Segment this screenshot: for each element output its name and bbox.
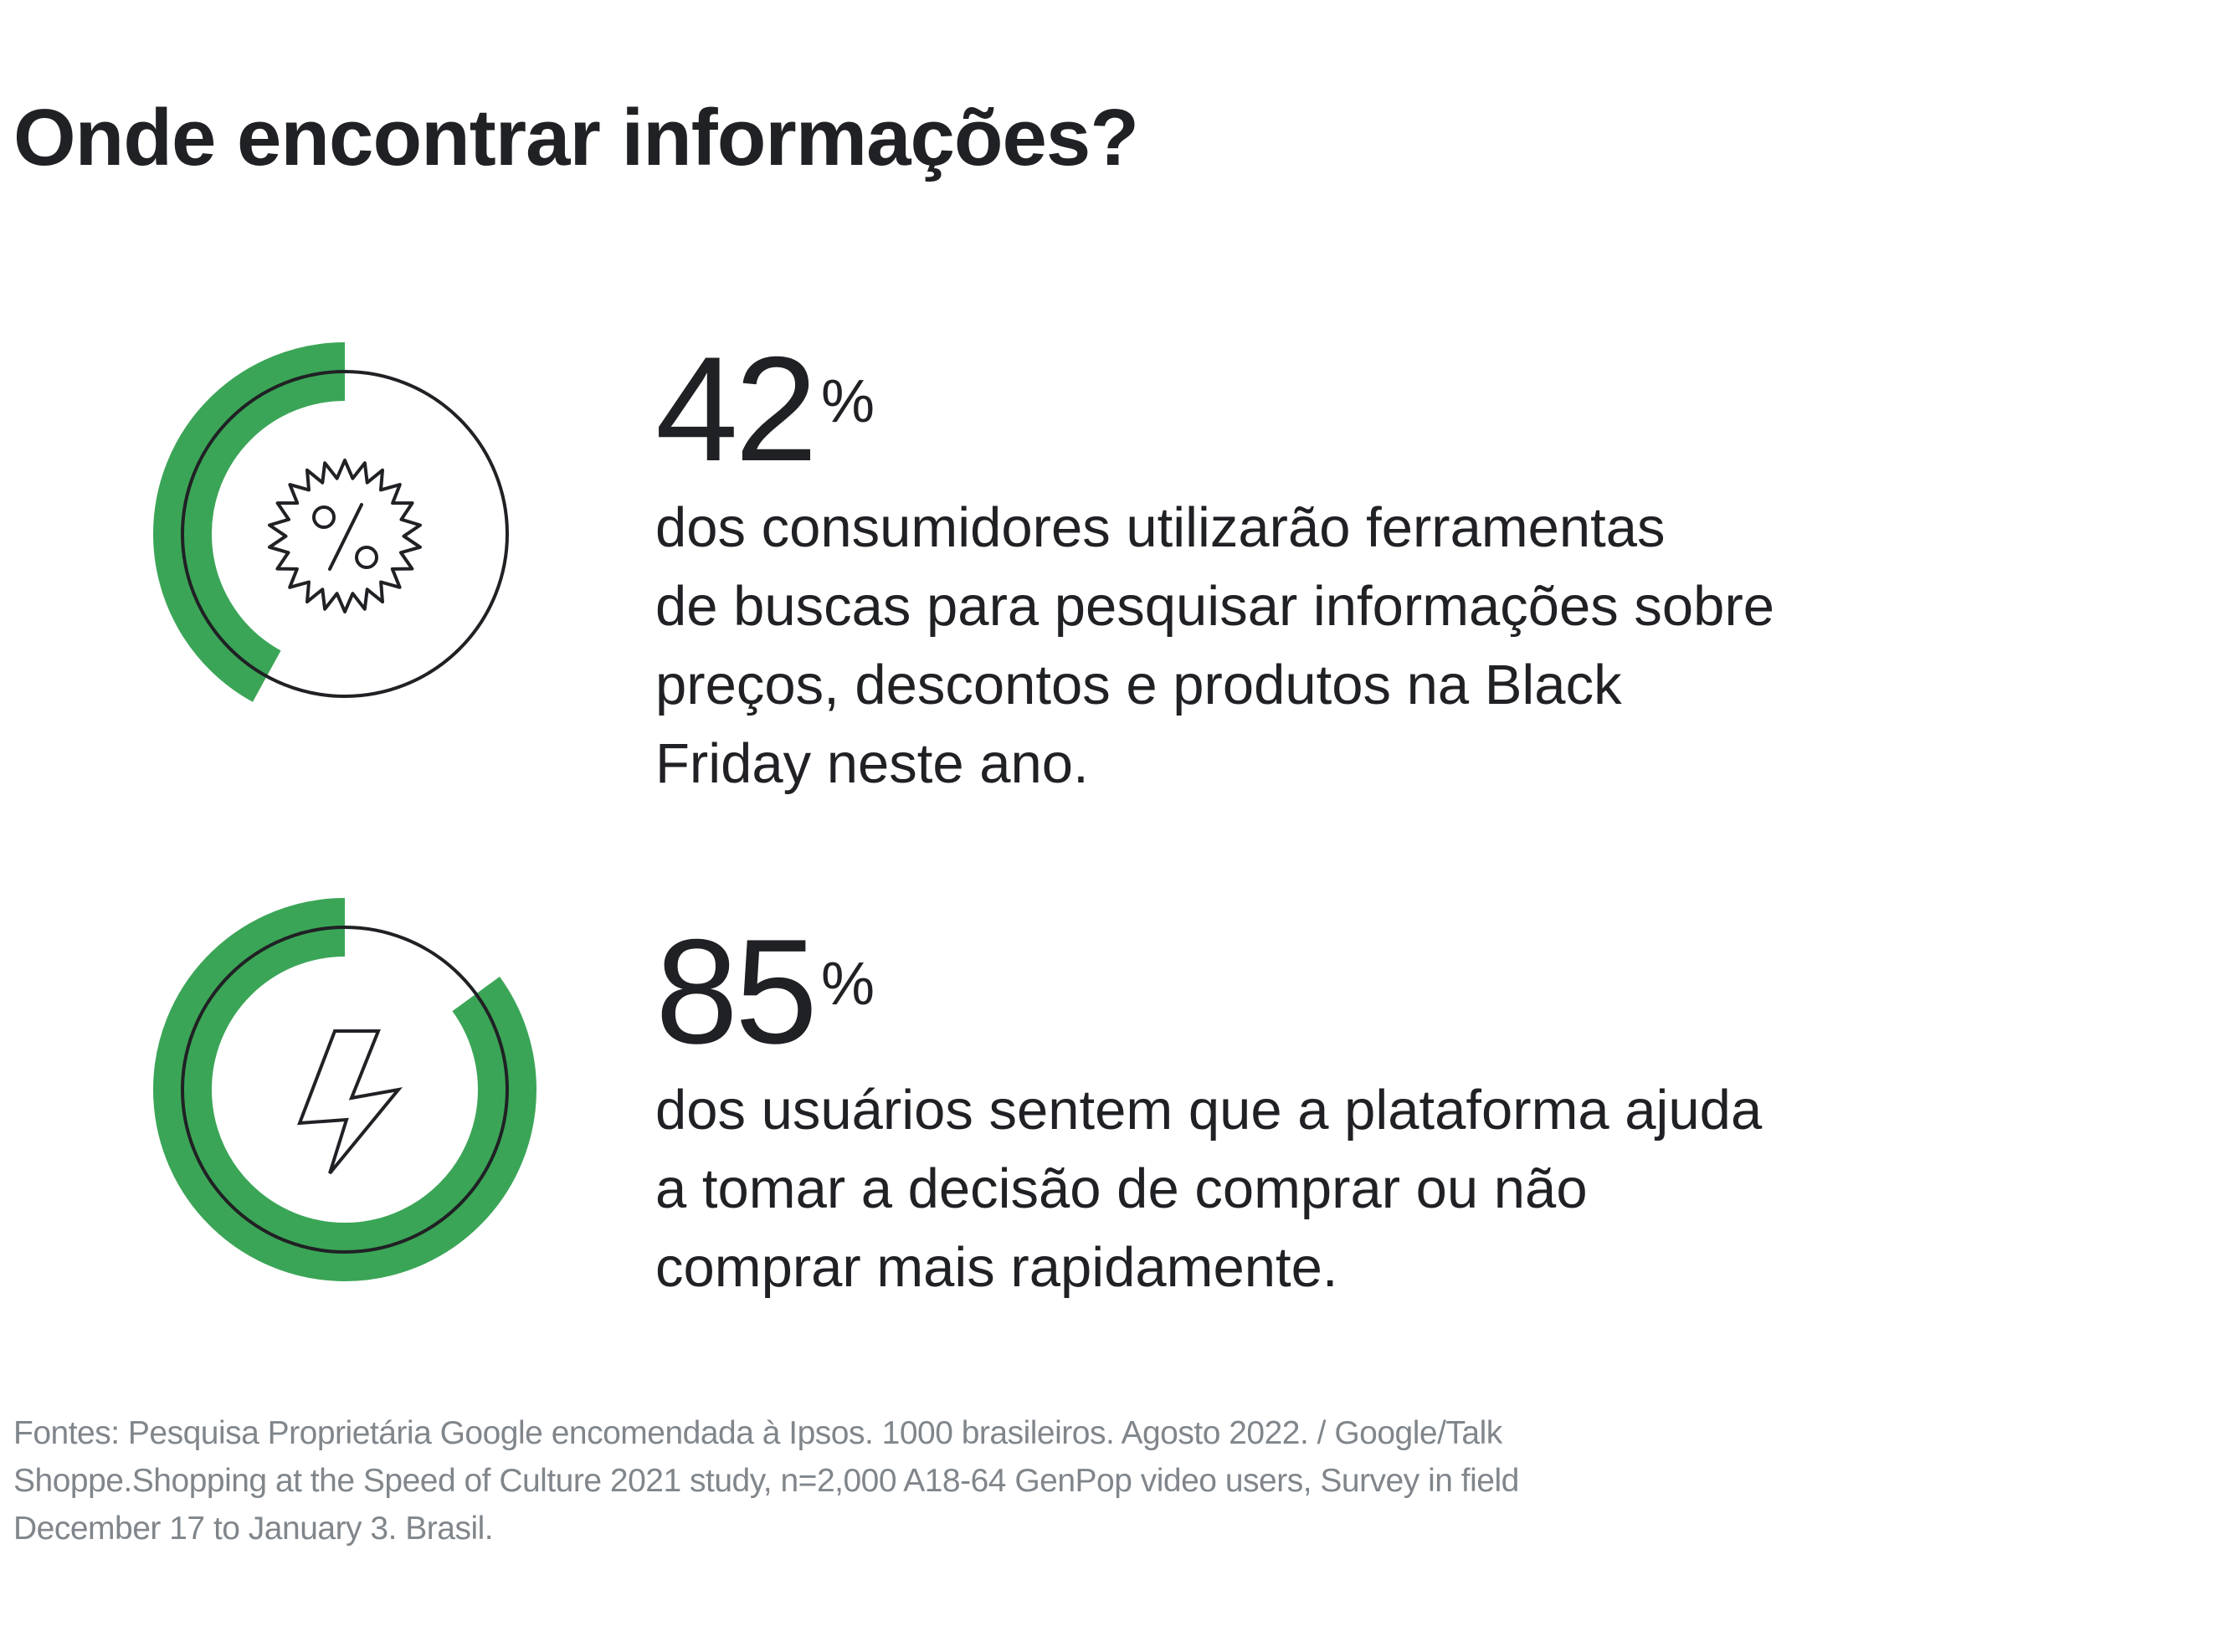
progress-ring-42: [152, 341, 537, 726]
stat-value-row: 42%: [655, 335, 1944, 484]
progress-ring-85: [152, 897, 537, 1282]
percent-sign: %: [821, 368, 875, 435]
ring-outline: [181, 370, 509, 698]
lightning-bolt-icon: [297, 1029, 403, 1175]
ring-outline: [181, 926, 509, 1254]
percent-sign: %: [821, 951, 875, 1018]
stat-value-row: 85%: [655, 917, 1944, 1066]
discount-badge-icon: [268, 459, 422, 613]
stat-block-85: 85% dos usuários sentem que a plataforma…: [655, 917, 1944, 1307]
stat-number: 42: [655, 326, 818, 492]
stat-block-42: 42% dos consumidores utilizarão ferramen…: [655, 335, 1944, 803]
stat-description: dos usuários sentem que a plataforma aju…: [655, 1079, 1763, 1299]
stat-description: dos consumidores utilizarão ferramentas …: [655, 496, 1775, 795]
stat-number: 85: [655, 908, 818, 1075]
page-title: Onde encontrar informações?: [13, 93, 1139, 182]
sources-footnote: Fontes: Pesquisa Proprietária Google enc…: [13, 1415, 1519, 1547]
